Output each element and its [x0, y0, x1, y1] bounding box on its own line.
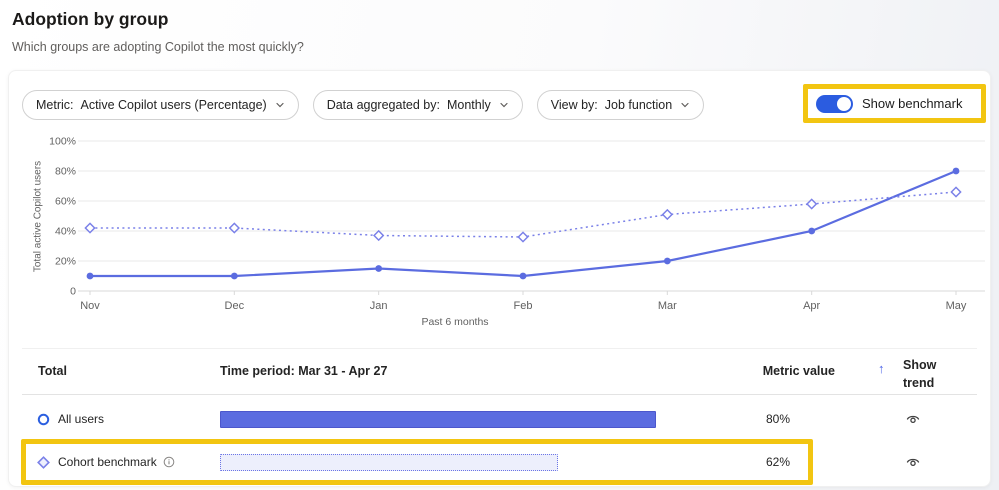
all-users-metric-bar	[220, 411, 656, 428]
svg-text:Nov: Nov	[80, 300, 100, 312]
table-header-total: Total	[38, 364, 67, 378]
cohort-benchmark-metric-bar	[220, 454, 558, 471]
show-benchmark-label: Show benchmark	[862, 96, 963, 111]
cohort-benchmark-text: Cohort benchmark	[58, 455, 157, 469]
sort-ascending-icon[interactable]: ↑	[878, 361, 885, 376]
page-subtitle: Which groups are adopting Copilot the mo…	[12, 40, 304, 54]
aggregation-dropdown-value: Monthly	[446, 98, 491, 112]
svg-text:Apr: Apr	[803, 300, 820, 312]
svg-text:60%: 60%	[55, 196, 76, 208]
svg-text:Feb: Feb	[514, 300, 533, 312]
metric-dropdown-value: Active Copilot users (Percentage)	[80, 98, 267, 112]
view-by-dropdown-label: View by:	[550, 98, 598, 112]
show-benchmark-toggle[interactable]	[816, 94, 853, 113]
svg-text:100%: 100%	[49, 136, 76, 148]
table-header-show-trend: Show trend	[903, 358, 937, 391]
eye-icon[interactable]	[905, 454, 921, 475]
aggregation-dropdown[interactable]: Data aggregated by: Monthly	[312, 90, 523, 120]
svg-text:Dec: Dec	[225, 300, 245, 312]
metric-dropdown[interactable]: Metric: Active Copilot users (Percentage…	[22, 90, 299, 120]
chevron-down-icon	[275, 100, 285, 110]
cohort-benchmark-diamond-marker-icon	[37, 456, 50, 474]
eye-icon[interactable]	[905, 411, 921, 432]
svg-text:40%: 40%	[55, 226, 76, 238]
cohort-benchmark-metric-value: 62%	[765, 455, 790, 469]
table-header-divider	[22, 394, 977, 395]
table-row-label-cohort-benchmark: Cohort benchmark	[58, 455, 175, 469]
all-users-circle-marker-icon	[37, 413, 50, 431]
chevron-down-icon	[680, 100, 690, 110]
svg-text:May: May	[946, 300, 967, 312]
x-axis-title: Past 6 months	[421, 316, 489, 328]
chevron-down-icon	[499, 100, 509, 110]
table-row-label-all-users: All users	[58, 412, 105, 426]
filter-bar: Metric: Active Copilot users (Percentage…	[22, 90, 705, 120]
aggregation-dropdown-label: Data aggregated by:	[326, 98, 440, 112]
view-by-dropdown[interactable]: View by: Job function	[536, 90, 705, 120]
show-benchmark-highlight-box: Show benchmark	[803, 84, 986, 123]
table-header-time-period: Time period: Mar 31 - Apr 27	[220, 364, 388, 378]
view-by-dropdown-value: Job function	[604, 98, 673, 112]
svg-text:Mar: Mar	[658, 300, 677, 312]
svg-text:0: 0	[70, 286, 76, 298]
table-header-metric-value[interactable]: Metric value	[762, 364, 835, 378]
svg-text:20%: 20%	[55, 256, 76, 268]
svg-text:Jan: Jan	[370, 300, 388, 312]
metric-dropdown-label: Metric:	[36, 98, 74, 112]
info-icon[interactable]	[163, 456, 175, 468]
all-users-metric-value: 80%	[765, 412, 790, 426]
adoption-line-chart: 0 20% 40% 60% 80% 100% Nov Dec Jan Feb Mar Apr May	[49, 136, 985, 312]
toggle-knob	[837, 96, 851, 111]
svg-text:80%: 80%	[55, 166, 76, 178]
table-top-border	[22, 348, 977, 349]
page-title: Adoption by group	[12, 9, 169, 29]
